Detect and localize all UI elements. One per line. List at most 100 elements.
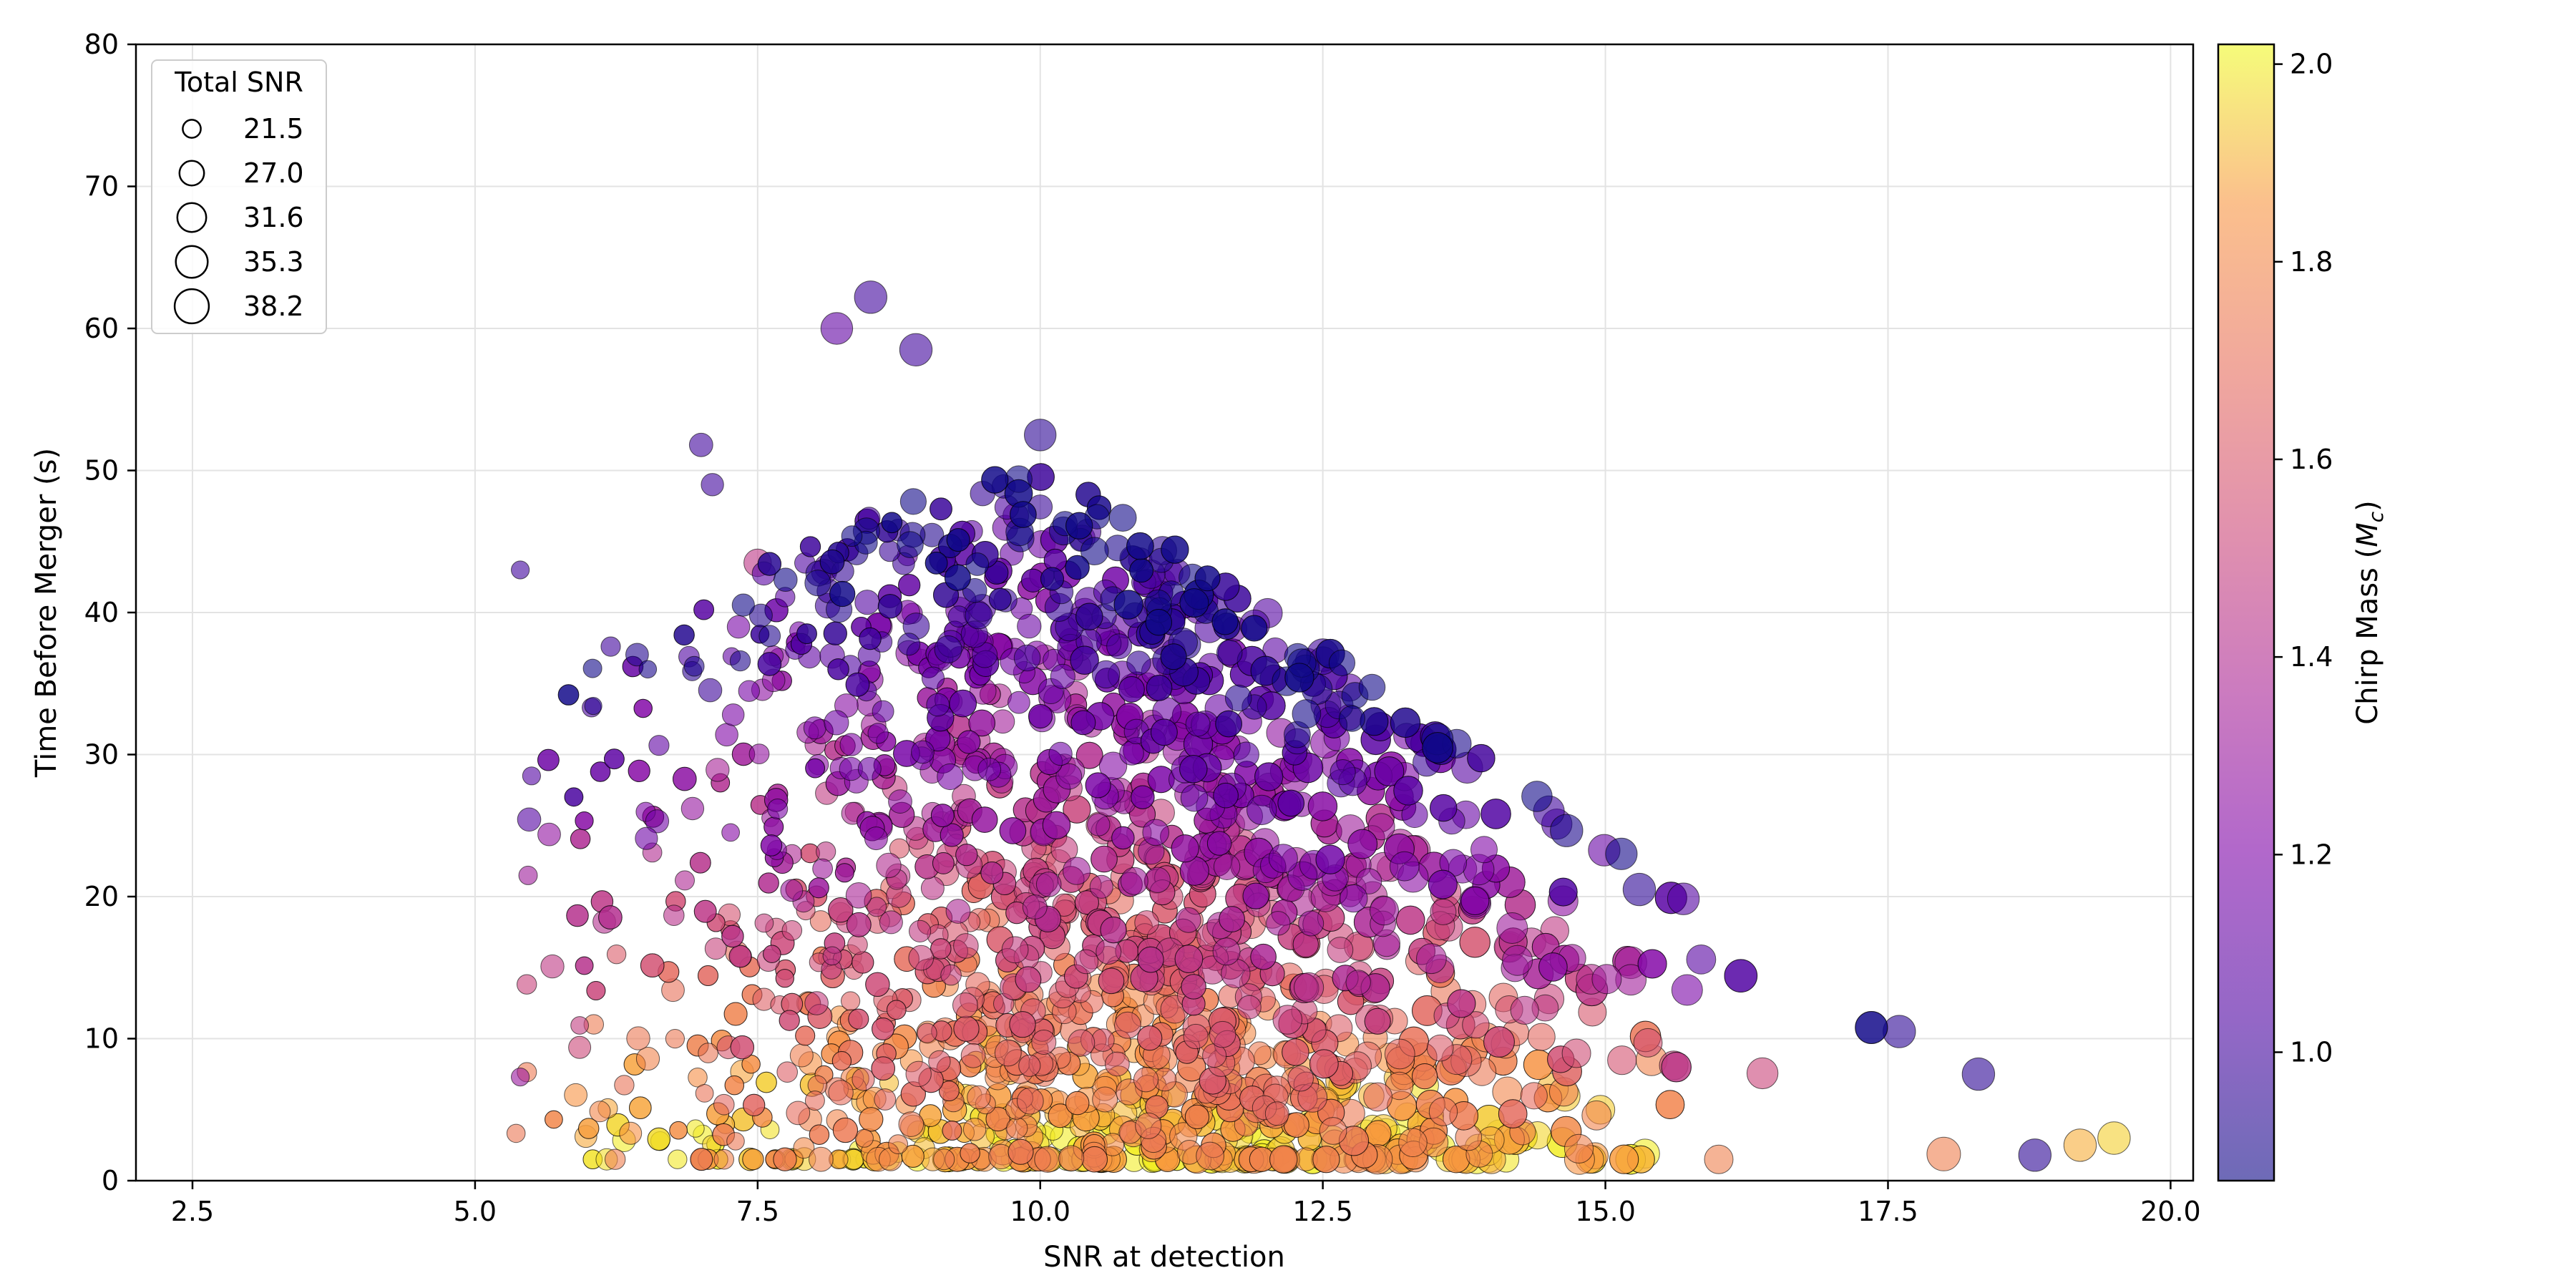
scatter-point (730, 1035, 755, 1060)
scatter-point (638, 660, 658, 679)
scatter-point (1254, 762, 1284, 791)
scatter-point (1194, 565, 1221, 592)
scatter-point (584, 697, 602, 716)
scatter-point (980, 862, 1004, 884)
scatter-point (932, 852, 955, 874)
x-tick-label: 5.0 (454, 1196, 497, 1227)
scatter-point (874, 1088, 897, 1111)
scatter-point (949, 689, 977, 718)
scatter-point (939, 1080, 960, 1101)
scatter-point (965, 601, 993, 630)
scatter-point (1319, 1117, 1347, 1145)
scatter-point (1277, 789, 1304, 817)
scatter-point (819, 549, 845, 575)
scatter-point (1390, 707, 1421, 738)
y-tick-label: 30 (84, 739, 119, 771)
scatter-point (1006, 1117, 1028, 1139)
y-tick-label: 40 (84, 597, 119, 628)
scatter-point (726, 1132, 745, 1151)
scatter-point (872, 700, 894, 723)
scatter-point (1367, 813, 1395, 841)
scatter-point (648, 735, 670, 756)
scatter-point (775, 969, 794, 988)
scatter-point (917, 1023, 937, 1043)
scatter-point (668, 1149, 688, 1169)
scatter-point (1661, 1052, 1692, 1083)
colorbar-tick-label: 1.2 (2290, 839, 2333, 870)
scatter-point (1050, 663, 1075, 690)
scatter-point (721, 924, 744, 948)
scatter-point (763, 816, 784, 837)
scatter-point (1345, 970, 1371, 995)
scatter-point (1746, 1057, 1779, 1090)
scatter-point (779, 1010, 800, 1031)
scatter-point (713, 1093, 735, 1116)
scatter-point (1637, 949, 1667, 979)
scatter-point (799, 536, 821, 557)
scatter-point (946, 528, 970, 552)
scatter-point (1040, 567, 1064, 591)
colorbar-label-main: Chirp Mass (2351, 567, 2384, 725)
scatter-point (673, 624, 695, 646)
scatter-point (1430, 899, 1457, 925)
scatter-point (971, 806, 998, 833)
scatter-point (1926, 1136, 1961, 1171)
scatter-point (1184, 1104, 1210, 1130)
y-tick-label: 70 (84, 171, 119, 203)
scatter-point (1395, 905, 1425, 935)
scatter-point (758, 872, 779, 894)
scatter-point (1070, 645, 1099, 675)
scatter-point (625, 643, 649, 667)
scatter-point (827, 658, 849, 680)
scatter-point (1282, 1038, 1309, 1066)
scatter-point (1129, 558, 1153, 583)
scatter-point (723, 1002, 748, 1026)
scatter-point (1098, 751, 1128, 780)
scatter-point (564, 787, 584, 807)
scatter-point (1135, 1112, 1162, 1139)
scatter-point (1144, 867, 1171, 893)
scatter-point (1068, 1029, 1096, 1057)
scatter-point (511, 1068, 530, 1087)
scatter-point (1269, 1145, 1298, 1174)
legend-label: 21.5 (243, 113, 304, 145)
scatter-point (968, 709, 995, 737)
x-tick-label: 10.0 (1010, 1196, 1070, 1227)
scatter-point (1085, 772, 1111, 799)
scatter-point (1106, 633, 1133, 660)
scatter-point (748, 603, 773, 628)
scatter-point (742, 1148, 764, 1171)
colorbar-tick-label: 1.8 (2290, 246, 2333, 278)
scatter-point (977, 757, 1002, 781)
scatter-point (1398, 1128, 1428, 1158)
scatter-point (731, 593, 755, 617)
x-tick-label: 7.5 (736, 1196, 779, 1227)
scatter-point (1119, 741, 1144, 766)
scatter-point (1264, 1101, 1289, 1126)
scatter-point (847, 934, 868, 955)
scatter-point (812, 858, 833, 879)
scatter-point (898, 574, 921, 597)
scatter-point (1137, 946, 1164, 973)
scatter-point (930, 497, 952, 521)
scatter-point (828, 1080, 854, 1106)
x-tick-label: 2.5 (171, 1196, 214, 1227)
scatter-point (754, 913, 774, 933)
scatter-point (841, 525, 863, 547)
colorbar-tick-label: 2.0 (2290, 49, 2333, 80)
scatter-point (1151, 718, 1178, 746)
scatter-point (887, 1000, 907, 1020)
x-tick-label: 12.5 (1292, 1196, 1353, 1227)
scatter-point (909, 919, 932, 943)
scatter-point (1459, 927, 1491, 958)
scatter-point (1416, 943, 1447, 975)
scatter-point (728, 945, 752, 968)
scatter-point (786, 1101, 811, 1126)
scatter-point (1145, 609, 1173, 636)
scatter-point (1174, 945, 1204, 973)
scatter-point (633, 698, 653, 718)
scatter-point (846, 912, 872, 937)
scatter-point (1428, 869, 1458, 899)
scatter-point (1520, 1082, 1548, 1110)
legend-marker (176, 202, 208, 233)
